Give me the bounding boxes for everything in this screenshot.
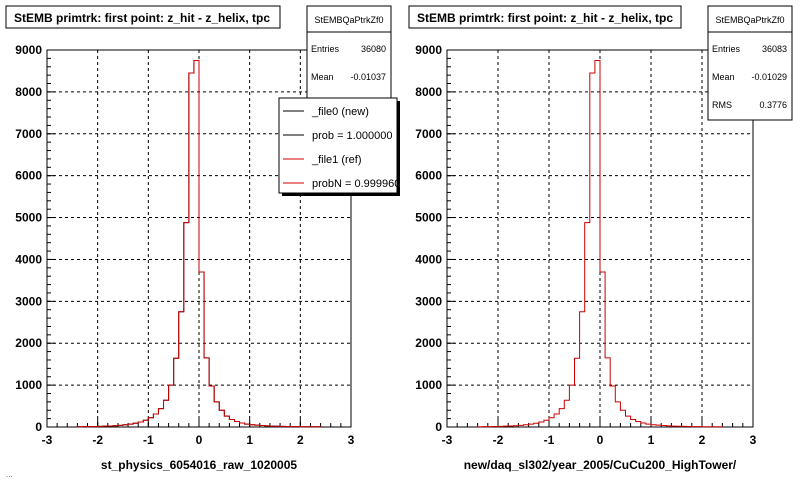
legend-label: _file1 (ref) xyxy=(311,154,362,166)
stats-name: StEMBQaPtrkZf0 xyxy=(314,15,383,25)
legend-box xyxy=(278,97,398,194)
x-tick-label: 3 xyxy=(348,433,355,447)
stats-value: -0.01037 xyxy=(350,72,386,82)
x-tick-label: 0 xyxy=(597,433,604,447)
x-axis-label: new/daq_sl302/year_2005/CuCu200_HighTowe… xyxy=(464,458,737,472)
x-tick-label: -2 xyxy=(92,433,103,447)
footer-text: ... xyxy=(6,470,13,479)
legend-label: prob = 1.000000 xyxy=(312,130,392,142)
chart-title: StEMB primtrk: first point: z_hit - z_he… xyxy=(14,11,270,25)
y-tick-label: 5000 xyxy=(415,211,442,225)
y-tick-label: 9000 xyxy=(15,43,42,57)
stats-label: RMS xyxy=(712,100,732,110)
x-tick-label: 0 xyxy=(196,433,203,447)
y-tick-label: 2000 xyxy=(415,336,442,350)
y-tick-label: 1000 xyxy=(415,378,442,392)
x-axis-label: st_physics_6054016_raw_1020005 xyxy=(101,458,297,472)
histogram-series-1 xyxy=(477,59,723,428)
title-box xyxy=(5,5,281,29)
histogram-panel-2: StEMB primtrk: first point: z_hit - z_he… xyxy=(408,5,793,472)
x-tick-label: 1 xyxy=(246,433,253,447)
y-tick-label: 6000 xyxy=(15,169,42,183)
legend-label: _file0 (new) xyxy=(311,106,369,118)
y-tick-label: 3000 xyxy=(15,294,42,308)
x-tick-label: -1 xyxy=(544,433,555,447)
y-tick-label: 8000 xyxy=(15,85,42,99)
stats-value: 36080 xyxy=(361,44,386,54)
y-tick-label: 8000 xyxy=(415,85,442,99)
y-tick-label: 3000 xyxy=(415,294,442,308)
y-tick-label: 2000 xyxy=(15,336,42,350)
x-tick-label: 2 xyxy=(699,433,706,447)
stats-value: -0.01029 xyxy=(751,72,787,82)
y-tick-label: 5000 xyxy=(15,211,42,225)
histogram-panel-1: StEMB primtrk: first point: z_hit - z_he… xyxy=(5,5,400,472)
y-tick-label: 9000 xyxy=(415,43,442,57)
legend-label: probN = 0.999960 xyxy=(312,178,400,190)
y-tick-label: 0 xyxy=(35,420,42,434)
stats-box xyxy=(306,5,392,99)
x-tick-label: -3 xyxy=(442,433,453,447)
y-tick-label: 0 xyxy=(435,420,442,434)
y-tick-label: 7000 xyxy=(415,127,442,141)
stats-label: Entries xyxy=(712,44,741,54)
stats-label: Entries xyxy=(311,44,340,54)
stats-name: StEMBQaPtrkZf0 xyxy=(715,15,784,25)
stats-label: Mean xyxy=(712,72,735,82)
x-tick-label: 1 xyxy=(648,433,655,447)
y-tick-label: 4000 xyxy=(415,252,442,266)
x-tick-label: -3 xyxy=(42,433,53,447)
y-tick-label: 4000 xyxy=(15,252,42,266)
x-tick-label: -2 xyxy=(493,433,504,447)
histogram-series-2 xyxy=(76,59,322,428)
y-tick-label: 6000 xyxy=(415,169,442,183)
title-box xyxy=(408,5,682,29)
chart-title: StEMB primtrk: first point: z_hit - z_he… xyxy=(417,11,673,25)
stats-value: 0.3776 xyxy=(759,100,787,110)
y-tick-label: 7000 xyxy=(15,127,42,141)
stats-value: 36083 xyxy=(762,44,787,54)
x-tick-label: 3 xyxy=(750,433,757,447)
y-tick-label: 1000 xyxy=(15,378,42,392)
x-tick-label: 2 xyxy=(297,433,304,447)
stats-box xyxy=(707,5,793,121)
x-tick-label: -1 xyxy=(143,433,154,447)
stats-label: Mean xyxy=(311,72,334,82)
